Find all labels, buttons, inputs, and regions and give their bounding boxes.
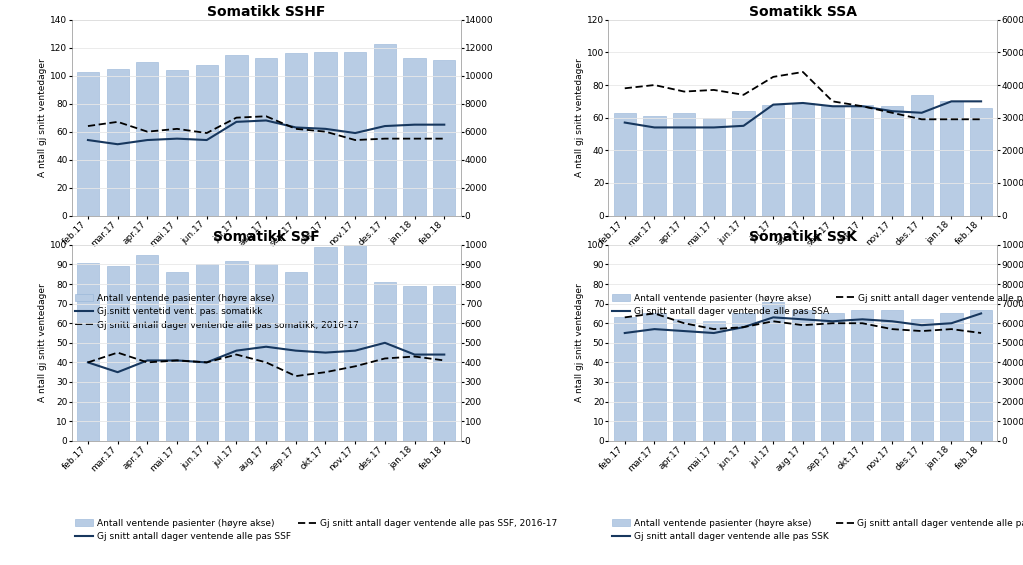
Bar [403,58,426,216]
Bar [314,52,337,216]
Title: Somatikk SSHF: Somatikk SSHF [207,5,325,19]
Bar [344,52,366,216]
Bar [643,116,666,216]
Bar [106,69,129,216]
Bar [433,286,455,441]
Y-axis label: A ntall gj snitt ventedager: A ntall gj snitt ventedager [575,58,584,177]
Bar [732,111,755,216]
Bar [373,44,396,216]
Bar [106,267,129,441]
Bar [77,72,99,216]
Bar [792,103,814,216]
Bar [373,282,396,441]
Title: Somatikk SSF: Somatikk SSF [213,230,319,244]
Y-axis label: A ntall gj snitt ventedager: A ntall gj snitt ventedager [39,58,47,177]
Bar [643,314,666,441]
Bar [762,105,785,216]
Bar [851,310,874,441]
Bar [881,310,903,441]
Bar [910,319,933,441]
Bar [284,53,307,216]
Bar [344,245,366,441]
Y-axis label: A ntall gj snitt ventedager: A ntall gj snitt ventedager [575,284,584,402]
Bar [703,118,725,216]
Bar [673,319,696,441]
Bar [136,62,159,216]
Bar [821,106,844,216]
Title: Somatikk SSK: Somatikk SSK [749,230,857,244]
Bar [703,321,725,441]
Bar [940,314,963,441]
Bar [673,113,696,216]
Bar [166,272,188,441]
Bar [970,108,992,216]
Bar [910,95,933,216]
Bar [403,286,426,441]
Bar [821,314,844,441]
Legend: Antall ventende pasienter (høyre akse), Gj.snitt ventetid vent. pas. somatikk, G: Antall ventende pasienter (høyre akse), … [72,290,362,333]
Y-axis label: A ntall gj snitt ventedager: A ntall gj snitt ventedager [39,284,47,402]
Bar [614,318,636,441]
Bar [195,264,218,441]
Bar [255,58,277,216]
Bar [77,263,99,441]
Bar [314,247,337,441]
Bar [166,70,188,216]
Bar [195,64,218,216]
Bar [970,310,992,441]
Bar [284,272,307,441]
Bar [792,310,814,441]
Legend: Antall ventende pasienter (høyre akse), Gj snitt antall dager ventende alle pas : Antall ventende pasienter (høyre akse), … [72,515,561,545]
Bar [136,255,159,441]
Bar [255,264,277,441]
Legend: Antall ventende pasienter (høyre akse), Gj snitt antall dager ventende alle pas : Antall ventende pasienter (høyre akse), … [609,290,1023,320]
Bar [225,55,248,216]
Bar [881,106,903,216]
Legend: Antall ventende pasienter (høyre akse), Gj snitt antall dager ventende alle pas : Antall ventende pasienter (høyre akse), … [609,515,1023,545]
Bar [225,260,248,441]
Bar [433,60,455,216]
Bar [732,314,755,441]
Bar [940,101,963,216]
Bar [762,302,785,441]
Bar [851,105,874,216]
Bar [614,113,636,216]
Title: Somatikk SSA: Somatikk SSA [749,5,857,19]
